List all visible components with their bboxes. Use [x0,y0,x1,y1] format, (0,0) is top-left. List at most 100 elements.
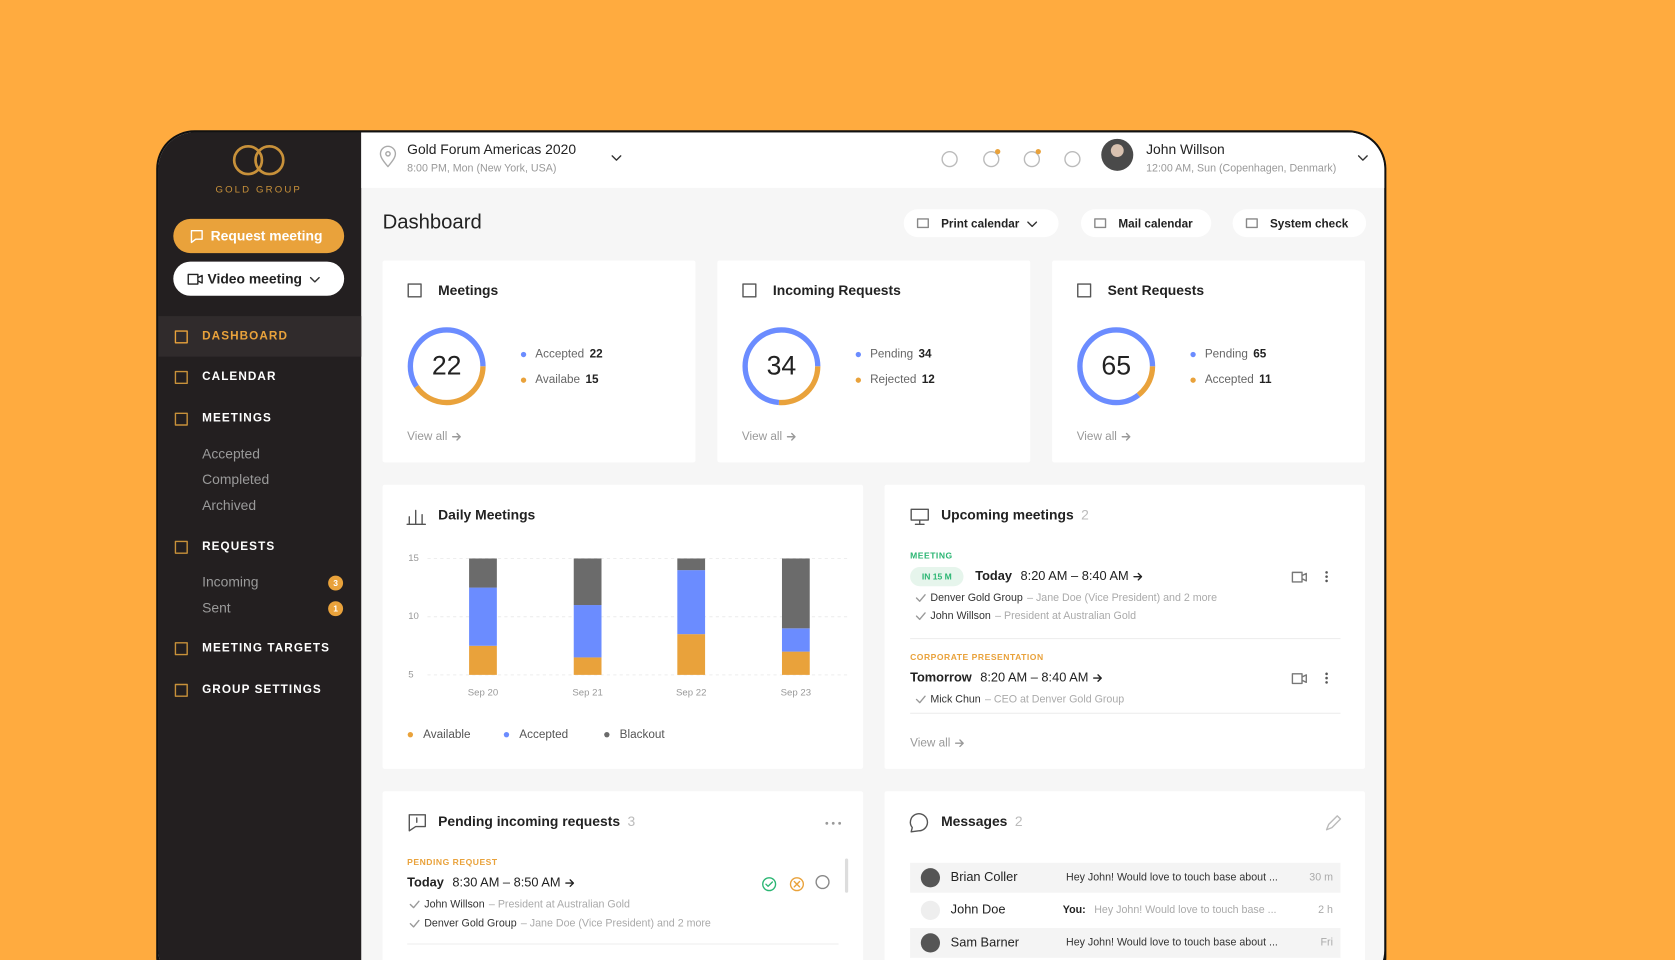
toolbar-label[interactable]: Mail calendar [1118,217,1193,230]
nav-subitem[interactable]: Incoming [202,574,258,590]
toolbar-button[interactable] [903,209,1059,238]
video-button-label[interactable]: Video meeting [207,270,302,286]
card-title: Sent Requests [1108,282,1205,298]
nav-item[interactable]: REQUESTS [202,540,275,553]
x-tick-label: Sep 23 [781,688,811,699]
message-sender[interactable]: Sam Barner [951,934,1020,949]
notification-dot [1035,148,1041,155]
meeting-time[interactable]: 8:20 AM – 8:40 AM [1021,568,1129,583]
chevron-icon [1027,221,1038,228]
video-icon [1291,571,1307,583]
card-count: 3 [628,813,636,829]
legend-dot [855,377,861,383]
message-sender[interactable]: Brian Coller [951,869,1019,884]
summary-card [717,260,1031,463]
nav-item[interactable]: CALENDAR [202,370,276,383]
request-button-label[interactable]: Request meeting [211,228,323,244]
badge-count: 1 [333,603,338,613]
nav-subitem[interactable]: Archived [202,497,256,513]
toolbar-icon [1094,218,1107,229]
header-icon[interactable] [1023,150,1041,168]
toolbar-label[interactable]: Print calendar [941,217,1020,230]
view-all-link[interactable]: View all [407,430,447,443]
nav-icon [174,412,188,426]
meeting-day[interactable]: Today [407,875,445,890]
bar-segment [781,628,810,652]
toolbar-button[interactable] [1232,209,1367,238]
header-icon[interactable] [941,150,958,168]
view-all-link[interactable]: View all [910,736,950,749]
message-row-bg[interactable] [910,927,1341,958]
donut-total: 34 [767,350,797,380]
meeting-day[interactable]: Tomorrow [910,669,972,684]
legend-dot [604,732,610,738]
card-title: Incoming Requests [773,282,901,298]
attendee-detail: – President at Australian Gold [489,898,630,910]
user-time: 12:00 AM, Sun (Copenhagen, Denmark) [1146,163,1336,175]
attendee-name: Denver Gold Group [930,592,1022,604]
more-dot[interactable] [838,821,842,825]
message-time: Fri [1321,937,1333,949]
message-preview[interactable]: Hey John! Would love to touch base ... [1094,904,1276,916]
chevron-icon [1357,155,1368,161]
message-row-bg[interactable] [910,862,1341,893]
legend-value: 65 [1253,348,1267,361]
card-icon [407,283,422,298]
toolbar-button[interactable] [1080,209,1212,238]
x-tick-label: Sep 21 [572,688,602,699]
toolbar-label[interactable]: System check [1270,217,1349,230]
message-preview[interactable]: Hey John! Would love to touch base about… [1066,872,1278,884]
nav-item[interactable]: DASHBOARD [202,329,288,342]
bar-segment [677,634,706,675]
meeting-tag: MEETING [910,551,953,561]
more-dot [1325,571,1328,574]
nav-subitem[interactable]: Accepted [202,446,260,462]
more-dot[interactable] [831,821,835,825]
video-icon [187,273,203,285]
badge [328,575,344,591]
nav-item[interactable]: GROUP SETTINGS [202,683,322,696]
meeting-time[interactable]: 8:20 AM – 8:40 AM [980,669,1088,684]
nav-item[interactable]: MEETINGS [202,412,272,425]
request-button[interactable] [173,218,345,254]
legend-label: Available [423,728,470,741]
request-icon [190,229,203,244]
bar-segment [573,605,602,658]
message-preview[interactable]: Hey John! Would love to touch base about… [1066,937,1278,949]
arrow-icon [1093,674,1102,682]
nav-subitem[interactable]: Completed [202,471,269,487]
nav-subitem[interactable]: Sent [202,599,231,615]
meeting-day[interactable]: Today [975,568,1013,583]
summary-card [382,260,696,463]
chart-card [382,484,864,769]
reject-button[interactable] [789,877,805,892]
event-name: Gold Forum Americas 2020 [407,141,576,157]
attendee-name: Denver Gold Group [424,918,516,930]
bar-segment [469,645,497,675]
view-all-link[interactable]: View all [742,430,782,443]
header-icon[interactable] [983,150,1000,168]
arrow-icon [1133,572,1143,581]
message-time: 2 h [1318,904,1333,916]
card-title: Messages [941,813,1008,829]
arrow-icon [954,739,964,748]
chart-title: Daily Meetings [438,506,535,522]
attendee-name: John Willson [424,898,484,910]
meeting-time[interactable]: 8:30 AM – 8:50 AM [452,875,560,890]
meeting-tag: CORPORATE PRESENTATION [910,652,1044,662]
attendee-detail: – Jane Doe (Vice President) and 2 more [521,918,711,930]
reschedule-button[interactable] [815,874,830,890]
accept-icon [765,881,774,888]
header-icon[interactable] [1064,150,1081,168]
messages-icon [909,813,929,833]
view-all-link[interactable]: View all [1077,430,1117,443]
notification-dot [995,148,1001,155]
attendee-detail: – Jane Doe (Vice President) and 2 more [1027,592,1217,604]
request-tag: PENDING REQUEST [407,857,498,867]
accept-button[interactable] [762,877,777,892]
nav-item[interactable]: MEETING TARGETS [202,641,330,654]
more-dot[interactable] [825,821,829,825]
message-sender[interactable]: John Doe [951,902,1006,917]
event-time: 8:00 PM, Mon (New York, USA) [407,163,556,175]
video-button[interactable] [173,261,345,296]
